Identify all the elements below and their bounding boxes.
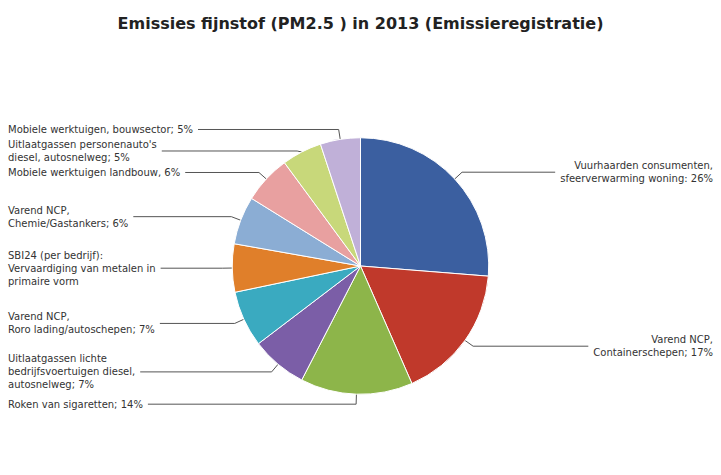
svg-text:primaire vorm: primaire vorm: [8, 276, 79, 287]
svg-text:Roken van sigaretten; 14%: Roken van sigaretten; 14%: [8, 399, 143, 410]
svg-text:Emissies fijnstof (PM2.5 ) in: Emissies fijnstof (PM2.5 ) in 2013 (Emis…: [118, 14, 604, 33]
svg-text:Vervaardiging van metalen in: Vervaardiging van metalen in: [8, 263, 156, 274]
svg-text:sfeerverwarming woning: 26%: sfeerverwarming woning: 26%: [560, 173, 713, 184]
svg-text:Chemie/Gastankers; 6%: Chemie/Gastankers; 6%: [8, 218, 128, 229]
svg-text:Vuurhaarden consumenten,: Vuurhaarden consumenten,: [574, 160, 713, 171]
svg-text:Varend NCP,: Varend NCP,: [651, 334, 713, 345]
svg-text:Varend NCP,: Varend NCP,: [8, 311, 70, 322]
svg-text:Mobiele werktuigen, bouwsector: Mobiele werktuigen, bouwsector; 5%: [8, 124, 193, 135]
svg-text:Mobiele werktuigen landbouw, 6: Mobiele werktuigen landbouw, 6%: [8, 167, 180, 178]
svg-text:Containerschepen; 17%: Containerschepen; 17%: [593, 347, 713, 358]
svg-text:diesel, autosnelweg; 5%: diesel, autosnelweg; 5%: [8, 152, 130, 163]
svg-text:bedrijfsvoertuigen diesel,: bedrijfsvoertuigen diesel,: [8, 366, 135, 377]
svg-text:Varend NCP,: Varend NCP,: [8, 205, 70, 216]
svg-text:Roro lading/autoschepen; 7%: Roro lading/autoschepen; 7%: [8, 324, 155, 335]
svg-text:autosnelweg; 7%: autosnelweg; 7%: [8, 379, 94, 390]
svg-text:Uitlaatgassen lichte: Uitlaatgassen lichte: [8, 353, 107, 364]
svg-text:Uitlaatgassen personenauto's: Uitlaatgassen personenauto's: [8, 139, 157, 150]
svg-text:SBI24 (per bedrijf):: SBI24 (per bedrijf):: [8, 250, 103, 261]
